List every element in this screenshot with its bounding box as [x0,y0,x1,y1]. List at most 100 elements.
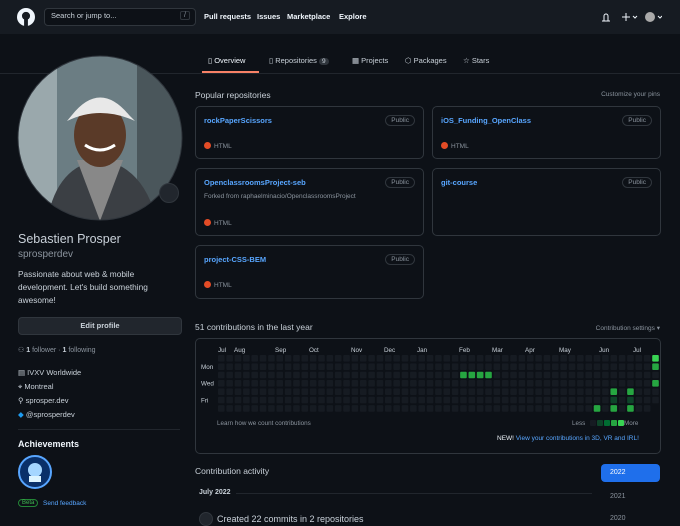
contribution-settings[interactable]: Contribution settings ▾ [595,325,660,332]
contribution-cell [560,355,567,362]
contribution-cell [518,405,526,412]
contribution-cell [234,380,242,387]
contribution-cell [376,405,384,412]
contribution-cell [401,396,409,404]
repo-name[interactable]: project-CSS-BEM [204,255,267,264]
tab[interactable]: ▦ Projects [352,56,389,65]
contribution-cell [385,405,392,412]
tab-active-underline [202,71,259,73]
year-button[interactable]: 2020 [610,515,626,522]
contribution-cell [334,388,342,395]
contribution-cell [284,388,292,395]
contribution-cell [401,363,409,370]
search[interactable] [44,8,196,26]
tab[interactable]: ☆ Stars [463,56,490,65]
detail-website[interactable]: ⚲ sprosper.dev [18,396,69,405]
contribution-cell [426,371,434,379]
contribution-cell [334,355,342,362]
contribution-cell [326,363,334,370]
contribution-cell [435,405,442,412]
contribution-cell [268,380,275,387]
contribution-cell [359,371,367,379]
year-button[interactable]: 2021 [610,493,626,500]
contribution-cell [418,380,425,387]
new-link[interactable]: View your contributions in 3D, VR and IR… [515,435,639,442]
contribution-cell [251,380,258,387]
contribution-cell [568,371,576,379]
contribution-cell [652,363,659,370]
contribution-cell [309,355,317,362]
month-label: Aug [234,347,246,354]
contribution-cell [593,388,601,395]
contribution-cell [443,405,451,412]
contribution-cell [393,388,400,395]
language-name: HTML [214,220,232,227]
contribution-cell [293,388,300,395]
contribution-cell [585,371,592,379]
learn-link[interactable]: Learn how we count contributions [217,420,311,427]
achievement-badge[interactable] [18,455,52,489]
contribution-cell [602,380,609,387]
contribution-cell [501,396,509,404]
contribution-cell [485,355,492,362]
contribution-cell [526,405,534,412]
year-button[interactable]: 2022 [601,464,660,482]
contribution-cell [334,363,342,370]
tab[interactable]: ▯ Repositories 9 [269,56,329,65]
contribution-cell [652,396,659,404]
contribution-cell [259,355,267,362]
contribution-cell [485,405,492,412]
contribution-cell [435,371,442,379]
contribution-cell [234,371,242,379]
nav-link[interactable]: Marketplace [287,12,331,21]
contribution-cell [410,405,417,412]
nav-link[interactable]: Pull requests [204,12,252,21]
contribution-cell [243,355,250,362]
contribution-cell [301,396,309,404]
contribution-cell [501,405,509,412]
contribution-cell [401,388,409,395]
contribution-cell [243,405,250,412]
contribution-cell [585,355,592,362]
github-logo[interactable] [17,8,35,26]
nav-link[interactable]: Explore [339,12,367,21]
contribution-cell [393,363,400,370]
contribution-cell [627,355,634,362]
contribution-cell [610,371,618,379]
edit-profile-button[interactable]: Edit profile [18,317,182,335]
contribution-cell [593,371,601,379]
contribution-cell [526,380,534,387]
contribution-cell [276,363,284,370]
contribution-cell [468,363,476,370]
contribution-cell [460,363,467,370]
feedback-link[interactable]: Send feedback [43,500,87,507]
contribution-cell [518,371,526,379]
contribution-cell [385,380,392,387]
repo-name[interactable]: git-course [441,178,478,187]
contribution-cell [543,371,551,379]
contribution-cell [593,363,601,370]
contribution-cell [226,355,233,362]
nav-link[interactable]: Issues [257,12,281,21]
detail-twitter[interactable]: ◆ @sprosperdev [18,410,75,419]
contribution-cell [568,363,576,370]
status-button[interactable] [159,183,179,203]
repo-name[interactable]: iOS_Funding_OpenClass [441,116,532,125]
contribution-cell [501,363,509,370]
followers[interactable]: ⚇ 1 follower · 1 following [18,347,96,354]
contribution-cell [268,396,275,404]
repo-name[interactable]: OpenclassroomsProject-seb [204,178,306,187]
detail-text: @sprosperdev [25,410,75,419]
customize-link[interactable]: Customize your pins [601,91,660,98]
contribution-cell [535,371,542,379]
repo-name[interactable]: rockPaperScissors [204,116,272,125]
tab[interactable]: ▯ Overview [208,56,246,65]
contribution-cell [368,355,375,362]
contribution-cell [635,396,643,404]
contribution-cell [618,355,626,362]
header-icons[interactable] [600,11,662,25]
contribution-cell [485,371,492,379]
tab[interactable]: ⬡ Packages [405,56,447,65]
contribution-cell [326,405,334,412]
contribution-cell [309,380,317,387]
